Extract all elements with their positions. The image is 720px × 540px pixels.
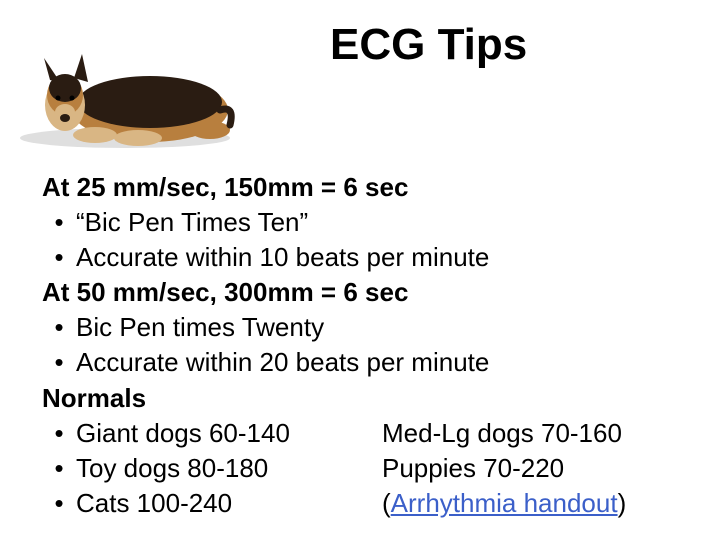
bullet-icon: •	[42, 416, 76, 451]
bullet-text: “Bic Pen Times Ten”	[76, 205, 690, 240]
normals-row: • Cats 100-240 (Arrhythmia handout)	[42, 486, 690, 521]
normals-left-text: Cats 100-240	[76, 486, 232, 521]
bullet-item: • “Bic Pen Times Ten”	[42, 205, 690, 240]
normals-right-text: Puppies 70-220	[382, 451, 690, 486]
bullet-icon: •	[42, 345, 76, 380]
section1-heading: At 25 mm/sec, 150mm = 6 sec	[42, 170, 690, 205]
paren-open: (	[382, 488, 391, 518]
paren-close: )	[618, 488, 627, 518]
arrhythmia-handout-link[interactable]: Arrhythmia handout	[391, 488, 618, 518]
dog-illustration	[10, 10, 240, 150]
bullet-item: • Accurate within 10 beats per minute	[42, 240, 690, 275]
bullet-icon: •	[42, 486, 76, 521]
normals-right-text: Med-Lg dogs 70-160	[382, 416, 690, 451]
bullet-item: • Accurate within 20 beats per minute	[42, 345, 690, 380]
normals-row: • Toy dogs 80-180 Puppies 70-220	[42, 451, 690, 486]
normals-heading: Normals	[42, 381, 690, 416]
bullet-icon: •	[42, 205, 76, 240]
bullet-icon: •	[42, 451, 76, 486]
bullet-text: Accurate within 10 beats per minute	[76, 240, 690, 275]
bullet-icon: •	[42, 240, 76, 275]
normals-link-cell: (Arrhythmia handout)	[382, 486, 690, 521]
bullet-icon: •	[42, 310, 76, 345]
normals-row: • Giant dogs 60-140 Med-Lg dogs 70-160	[42, 416, 690, 451]
content-body: At 25 mm/sec, 150mm = 6 sec • “Bic Pen T…	[42, 170, 690, 521]
normals-left-text: Toy dogs 80-180	[76, 451, 268, 486]
bullet-item: • Bic Pen times Twenty	[42, 310, 690, 345]
bullet-text: Bic Pen times Twenty	[76, 310, 690, 345]
bullet-text: Accurate within 20 beats per minute	[76, 345, 690, 380]
normals-left-text: Giant dogs 60-140	[76, 416, 290, 451]
page-title: ECG Tips	[330, 20, 527, 70]
section2-heading: At 50 mm/sec, 300mm = 6 sec	[42, 275, 690, 310]
